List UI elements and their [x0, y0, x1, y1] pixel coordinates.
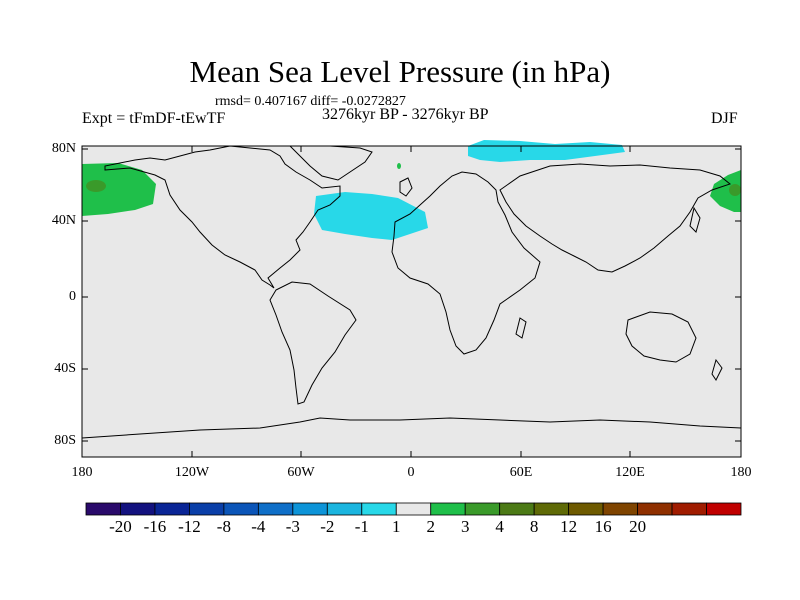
colorbar-swatch [464, 502, 501, 516]
experiment-label: Expt = tFmDF-tEwTF [82, 110, 226, 127]
colorbar-label: -3 [285, 517, 300, 536]
colorbar-label: -4 [251, 517, 266, 536]
plot-title: Mean Sea Level Pressure (in hPa) [189, 54, 611, 89]
lat-label-0: 0 [69, 289, 76, 304]
lat-label-80n: 80N [51, 141, 76, 156]
colorbar-swatch [533, 502, 570, 516]
colorbar-label: -16 [143, 517, 167, 536]
colorbar-label: 4 [495, 517, 504, 536]
negative-anomaly-north-atlantic [314, 192, 428, 240]
lon-label-120e: 120E [615, 465, 645, 480]
positive-anomaly-north-pacific-east [710, 170, 741, 212]
coast-north-america [104, 145, 341, 289]
colorbar-swatch [223, 502, 259, 516]
coast-antarctica [81, 417, 742, 439]
colorbar-label: 12 [560, 517, 578, 536]
small-positive-patch [397, 163, 401, 169]
colorbar-swatch [499, 502, 535, 516]
lon-label-60e: 60E [509, 465, 533, 480]
colorbar-swatch [189, 502, 225, 516]
positive-anomaly-north-pacific-west [82, 163, 156, 216]
colorbar-swatch [706, 502, 742, 516]
lat-label-80s: 80S [54, 433, 76, 448]
colorbar [85, 502, 742, 516]
colorbar-swatch [361, 502, 397, 516]
colorbar-swatch [430, 502, 466, 516]
coast-south-america [269, 281, 357, 405]
lon-label-60w: 60W [287, 465, 315, 480]
coast-greenland [288, 145, 373, 181]
colorbar-label: 20 [629, 517, 647, 536]
positive-core-west [86, 180, 106, 192]
lon-label-0: 0 [407, 465, 415, 480]
colorbar-swatch [637, 502, 673, 516]
colorbar-swatch [602, 502, 638, 516]
period-label: 3276kyr BP - 3276kyr BP [322, 106, 489, 123]
colorbar-label: 16 [594, 517, 612, 536]
season-label: DJF [711, 110, 738, 127]
colorbar-swatch [395, 502, 432, 516]
colorbar-swatch [326, 502, 363, 516]
coast-uk [399, 177, 413, 197]
colorbar-swatch [154, 502, 190, 516]
coast-madagascar [515, 317, 527, 339]
lat-label-40s: 40S [54, 361, 76, 376]
coast-europe-africa [391, 171, 541, 355]
colorbar-label: -2 [320, 517, 335, 536]
colorbar-swatch [257, 502, 294, 516]
colorbar-swatch [671, 502, 707, 516]
colorbar-label: 1 [392, 517, 401, 536]
colorbar-label: 8 [529, 517, 539, 536]
coastlines [81, 145, 742, 439]
coast-asia [499, 163, 732, 273]
colorbar-label: -1 [354, 517, 369, 536]
map-background [82, 146, 741, 457]
coast-australia [625, 311, 697, 363]
coast-japan [689, 206, 701, 233]
colorbar-swatch [292, 502, 328, 516]
lon-label-180e: 180 [730, 465, 752, 480]
coast-new-zealand [711, 358, 723, 381]
colorbar-swatch [568, 502, 604, 516]
lat-label-40n: 40N [51, 213, 76, 228]
colorbar-label: -20 [109, 517, 132, 536]
colorbar-label: 2 [426, 517, 435, 536]
colorbar-label: -12 [178, 517, 201, 536]
colorbar-label: -8 [216, 517, 231, 536]
positive-core-east [729, 184, 741, 196]
lon-label-180w: 180 [71, 465, 93, 480]
colorbar-swatch [120, 502, 156, 516]
map-ticks [81, 146, 742, 457]
stats-label: rmsd= 0.407167 diff= -0.0272827 [215, 94, 406, 109]
lon-label-120w: 120W [174, 465, 210, 480]
colorbar-label: 3 [460, 517, 470, 536]
colorbar-swatch [85, 502, 121, 516]
